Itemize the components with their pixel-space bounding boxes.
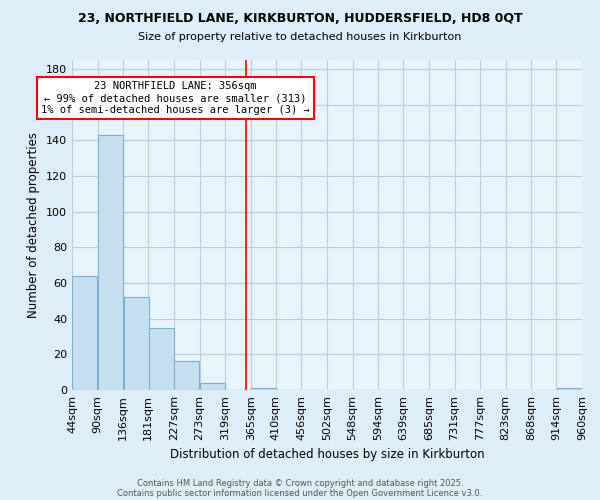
Bar	[98, 135, 123, 390]
Text: 23 NORTHFIELD LANE: 356sqm
← 99% of detached houses are smaller (313)
1% of semi: 23 NORTHFIELD LANE: 356sqm ← 99% of deta…	[41, 82, 310, 114]
Text: Contains public sector information licensed under the Open Government Licence v3: Contains public sector information licen…	[118, 488, 482, 498]
Bar	[149, 328, 173, 390]
Bar	[72, 276, 97, 390]
Bar	[251, 388, 276, 390]
Bar	[174, 362, 199, 390]
Text: Contains HM Land Registry data © Crown copyright and database right 2025.: Contains HM Land Registry data © Crown c…	[137, 478, 463, 488]
Bar	[557, 388, 582, 390]
X-axis label: Distribution of detached houses by size in Kirkburton: Distribution of detached houses by size …	[170, 448, 484, 462]
Bar	[124, 297, 149, 390]
Bar	[200, 383, 225, 390]
Y-axis label: Number of detached properties: Number of detached properties	[28, 132, 40, 318]
Text: 23, NORTHFIELD LANE, KIRKBURTON, HUDDERSFIELD, HD8 0QT: 23, NORTHFIELD LANE, KIRKBURTON, HUDDERS…	[77, 12, 523, 26]
Text: Size of property relative to detached houses in Kirkburton: Size of property relative to detached ho…	[139, 32, 461, 42]
